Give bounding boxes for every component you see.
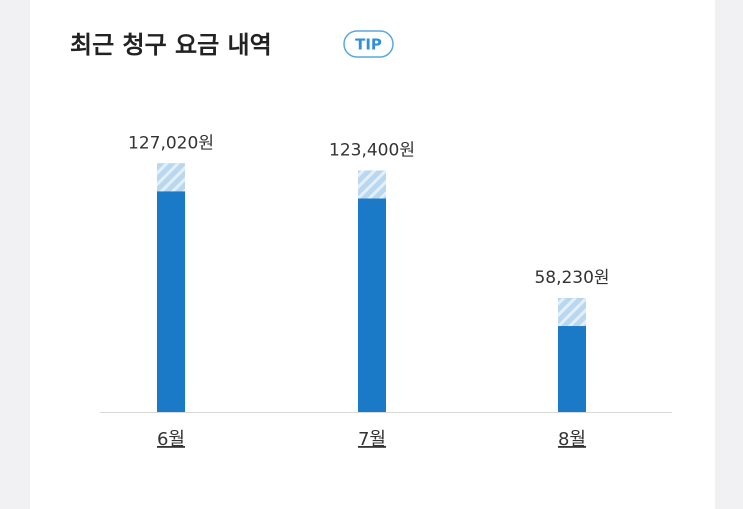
bar-cap xyxy=(157,163,185,192)
month-link[interactable]: 6월 xyxy=(157,429,185,450)
tip-label[interactable]: TIP xyxy=(355,36,382,54)
bar-cap xyxy=(358,170,386,199)
month-link[interactable]: 8월 xyxy=(558,429,586,450)
card-title: 최근 청구 요금 내역 xyxy=(70,31,272,59)
tip-button[interactable] xyxy=(343,30,394,58)
bar xyxy=(157,163,185,412)
value-label: 127,020원 xyxy=(128,133,214,153)
bar-cap xyxy=(558,298,586,327)
value-label: 123,400원 xyxy=(329,140,415,160)
month-link[interactable]: 7월 xyxy=(358,429,386,450)
bar xyxy=(358,170,386,412)
value-label: 58,230원 xyxy=(534,268,609,288)
